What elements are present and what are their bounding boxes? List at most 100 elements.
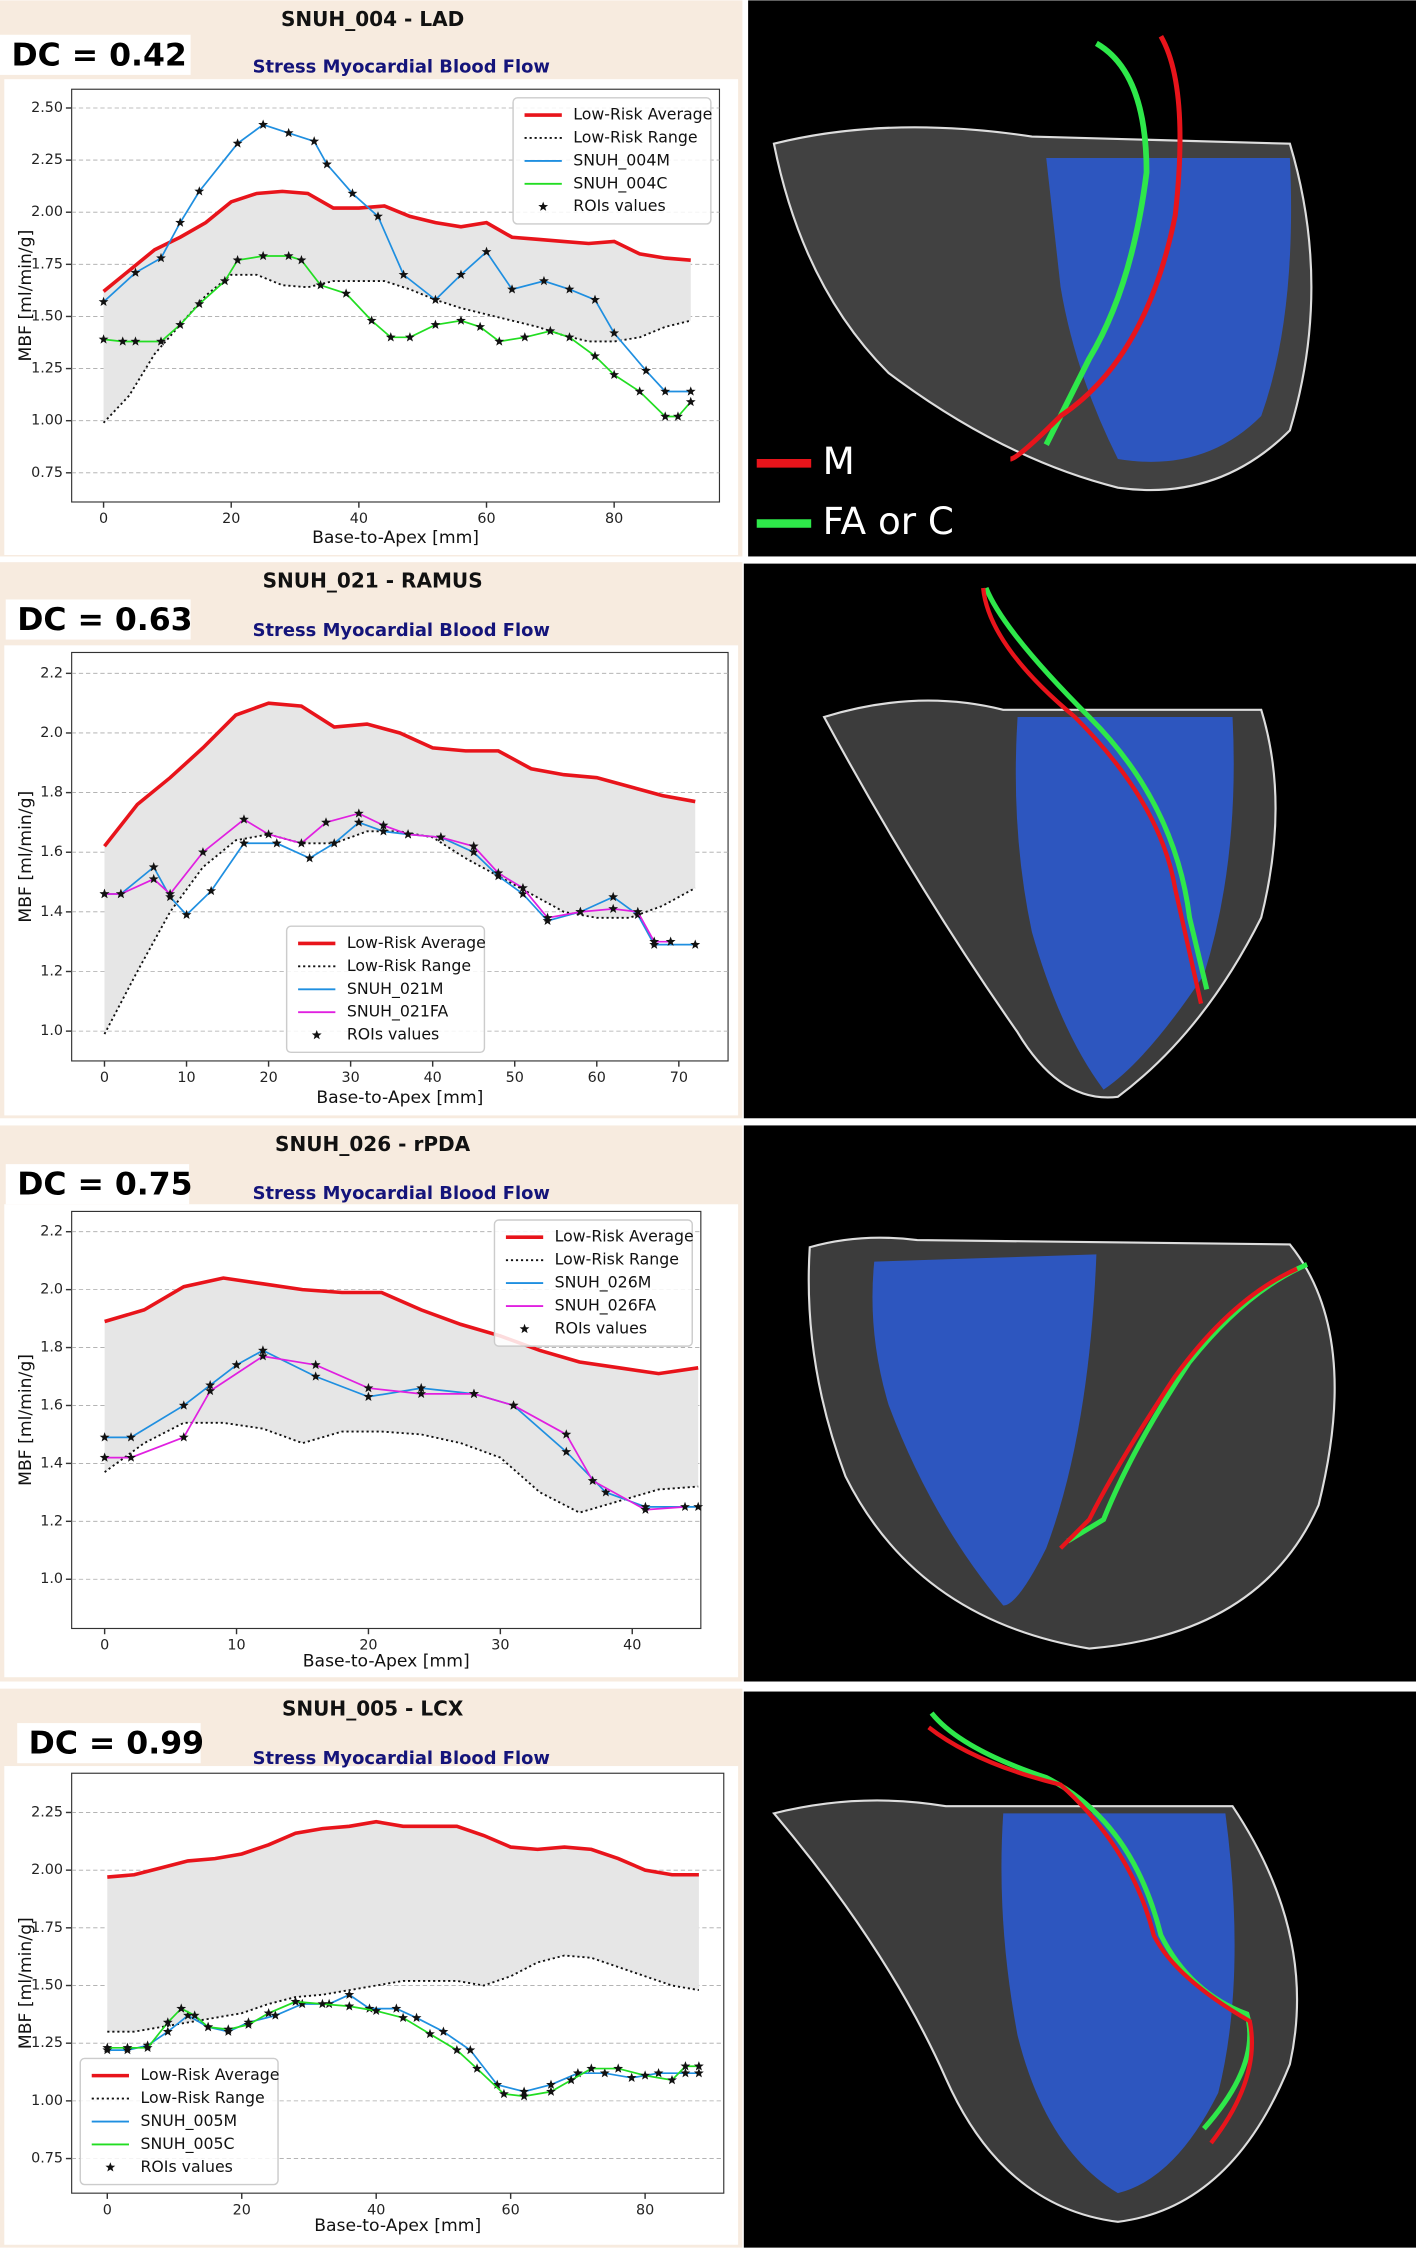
roi-marker [416, 1388, 427, 1399]
roi-marker [416, 1382, 427, 1393]
x-tick-label: 10 [227, 1638, 245, 1654]
legend-label: SNUH_004M [573, 150, 670, 170]
roi-marker [165, 888, 176, 899]
roi-marker [600, 1487, 611, 1497]
roi-marker [315, 280, 326, 290]
roi-marker [665, 936, 676, 946]
roi-marker [673, 411, 683, 421]
roi-marker [468, 841, 479, 851]
roi-marker [178, 1432, 189, 1442]
image-legend-label: FA or C [823, 499, 954, 543]
roi-marker [102, 2042, 113, 2052]
y-tick-label: 1.2 [40, 963, 63, 979]
dc-box [5, 1164, 190, 1205]
roi-marker [398, 269, 409, 279]
y-tick-label: 2.00 [31, 204, 63, 220]
y-tick-label: 1.25 [31, 2035, 63, 2051]
roi-marker [270, 2010, 281, 2020]
legend-box [79, 2057, 279, 2186]
roi-marker [205, 1385, 216, 1396]
roi-marker [492, 2079, 503, 2089]
roi-marker [680, 2068, 691, 2078]
roi-marker [456, 269, 466, 279]
y-tick-label: 1.8 [40, 1340, 63, 1356]
series-line [104, 1276, 699, 1376]
roi-marker [156, 336, 166, 346]
x-tick-label: 30 [342, 1070, 360, 1086]
series-line [103, 701, 696, 848]
y-tick-label: 0.75 [31, 2151, 63, 2167]
roi-marker [539, 275, 549, 286]
legend-box [512, 97, 712, 225]
roi-marker [507, 284, 517, 294]
legend-label: Low-Risk Average [347, 933, 486, 952]
roi-marker [219, 275, 230, 286]
y-tick-label: 1.0 [40, 1023, 63, 1039]
x-tick-label: 60 [588, 1070, 606, 1086]
y-axis-label: MBF [ml/min/g] [16, 1917, 36, 2049]
roi-marker [344, 1989, 355, 1999]
legend-label: Low-Risk Average [555, 1227, 694, 1246]
roi-marker [205, 1380, 216, 1390]
roi-marker [649, 936, 660, 946]
roi-marker [194, 186, 205, 196]
roi-marker [283, 127, 294, 138]
roi-marker [258, 119, 269, 129]
roi-marker [472, 2063, 482, 2073]
roi-marker [468, 847, 479, 857]
roi-marker [162, 2017, 173, 2027]
roi-marker [632, 906, 643, 917]
roi-marker [519, 332, 530, 342]
dc-label: DC = 0.63 [17, 602, 192, 638]
roi-marker [223, 2024, 234, 2034]
legend-label: ROIs values [140, 2157, 232, 2176]
x-tick-label: 0 [100, 1638, 109, 1654]
roi-marker [99, 1452, 110, 1462]
roi-marker [126, 1452, 136, 1462]
chart-title: SNUH_004 - LAD [281, 7, 464, 31]
x-tick-label: 60 [502, 2202, 520, 2218]
roi-marker [98, 334, 109, 344]
y-tick-label: 2.0 [40, 1282, 63, 1298]
roi-marker [680, 1501, 690, 1512]
roi-marker [545, 325, 556, 336]
series-line [102, 123, 691, 393]
x-tick-label: 10 [177, 1070, 195, 1086]
x-tick-label: 0 [103, 2202, 112, 2218]
roi-marker [640, 2070, 651, 2080]
roi-marker [649, 939, 660, 949]
roi-marker [99, 888, 110, 899]
chart-title: SNUH_005 - LCX [282, 1697, 464, 1721]
legend-box [493, 1219, 693, 1347]
y-tick-label: 1.50 [31, 308, 63, 324]
roi-marker [465, 2044, 476, 2055]
roi-marker [667, 2074, 677, 2085]
roi-marker [660, 411, 671, 421]
roi-marker [353, 808, 364, 818]
y-tick-label: 1.6 [40, 844, 63, 860]
y-tick-label: 1.4 [40, 1455, 63, 1471]
roi-marker [587, 1475, 598, 1485]
roi-marker [322, 159, 332, 169]
roi-marker [693, 1501, 704, 1512]
roi-marker [203, 2021, 214, 2032]
roi-marker [590, 350, 600, 361]
roi-marker [641, 365, 651, 375]
roi-marker [508, 1400, 519, 1410]
roi-marker [296, 838, 307, 848]
roi-marker [546, 2086, 556, 2096]
series-line [107, 1819, 699, 1879]
y-tick-label: 1.00 [31, 2093, 63, 2109]
y-tick-label: 2.2 [40, 665, 63, 681]
chart-subtitle: Stress Myocardial Blood Flow [253, 57, 550, 78]
chart-subtitle: Stress Myocardial Blood Flow [253, 1748, 550, 1769]
roi-marker [542, 912, 553, 923]
series-line [102, 273, 691, 424]
roi-marker [499, 2088, 509, 2099]
roi-marker [366, 315, 377, 325]
y-tick-label: 2.00 [31, 1862, 63, 1878]
roi-marker [456, 315, 466, 325]
x-tick-label: 40 [424, 1070, 442, 1086]
roi-marker [296, 255, 307, 265]
render-2 [743, 563, 1416, 1119]
